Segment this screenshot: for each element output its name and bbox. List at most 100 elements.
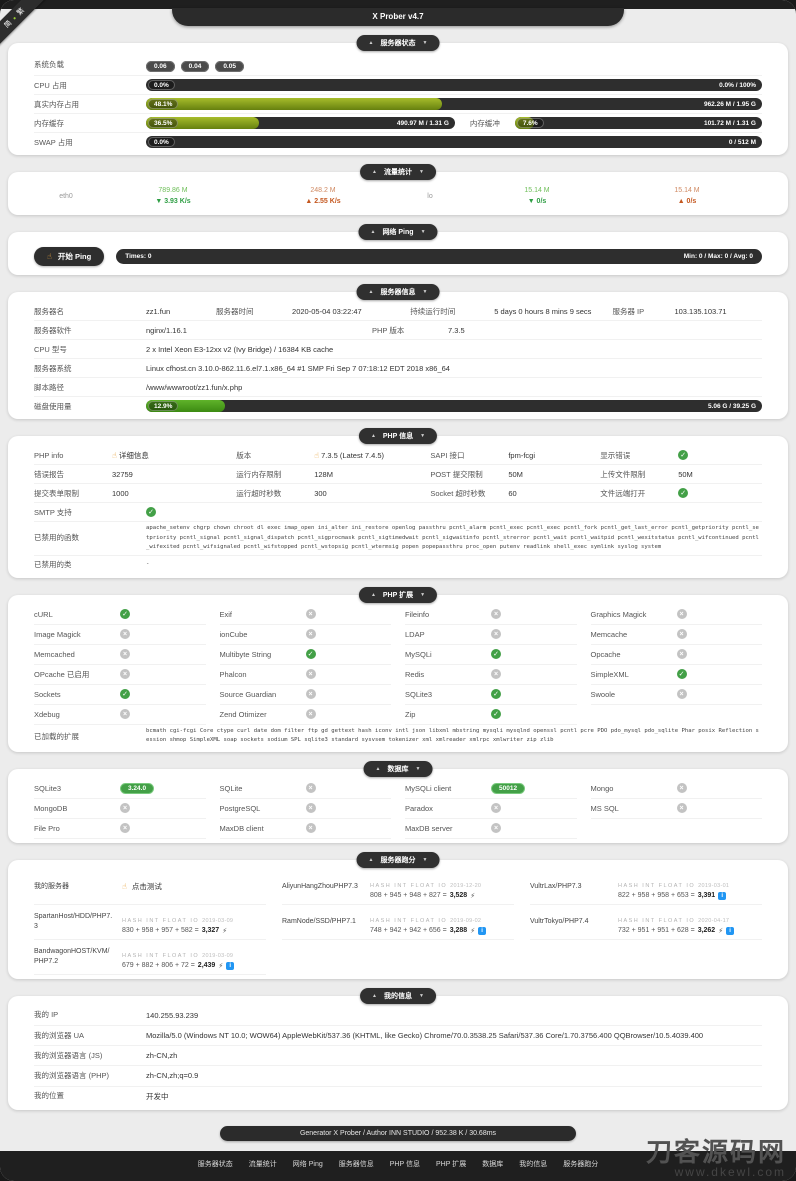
start-ping-button[interactable]: ☝ 开始 Ping xyxy=(34,247,105,266)
server-time-label: 服务器时间 xyxy=(216,306,254,316)
info-badge-icon[interactable]: i xyxy=(718,891,727,900)
footer-nav-link[interactable]: 服务器状态 xyxy=(197,1160,233,1168)
my-info-value: 开发中 xyxy=(146,1091,169,1101)
load-badge: 0.04 xyxy=(180,61,210,72)
extension-status-icon xyxy=(676,629,687,639)
cpu-row: CPU 占用 0.0% 0.0% / 100% xyxy=(34,76,762,95)
section-pill-traffic[interactable]: ▲ 流量统计 ▼ xyxy=(360,164,436,180)
swap-label: SWAP 占用 xyxy=(34,137,73,147)
my-info-row: 我的 IP 140.255.93.239 xyxy=(34,1006,762,1026)
detail-link-icon[interactable]: ⚡ xyxy=(470,892,476,900)
collapse-up-icon: ▲ xyxy=(372,992,377,999)
php-info-value[interactable]: 60 xyxy=(508,488,517,498)
collapse-down-icon: ▼ xyxy=(422,289,428,295)
database-item: MySQLi client 50012 xyxy=(405,779,577,799)
benchmark-date: 2019-03-09 xyxy=(202,952,234,959)
extension-item: LDAP xyxy=(405,625,577,645)
footer-nav-link[interactable]: 数据库 xyxy=(482,1160,504,1168)
info-badge-icon[interactable]: i xyxy=(478,926,487,935)
extension-item: Source Guardian xyxy=(219,685,391,705)
extension-status-icon xyxy=(120,709,130,719)
section-databases: ▲ 数据库 ▼ SQLite3 3.24.0 SQLite MySQLi cl xyxy=(8,760,788,843)
extension-item: Phalcon xyxy=(219,665,391,685)
section-pill-ping[interactable]: ▲ 网络 Ping ▼ xyxy=(358,224,438,240)
disabled-functions-list: apache_setenv chgrp chown chroot dl exec… xyxy=(146,525,759,550)
extension-name: Swoole xyxy=(590,689,616,699)
database-item: SQLite3 3.24.0 xyxy=(34,779,206,799)
footer-nav-link[interactable]: PHP 扩展 xyxy=(435,1160,467,1168)
extension-name: Zip xyxy=(405,709,416,719)
php-info-label: 上传文件限制 xyxy=(600,469,646,479)
smtp-row: SMTP 支持 xyxy=(34,503,762,522)
lang-traditional[interactable]: 繁 xyxy=(16,7,27,18)
rx-speed: ▼ 0/s xyxy=(527,197,547,205)
footer-nav-link[interactable]: 我的信息 xyxy=(519,1160,548,1168)
extension-name: cURL xyxy=(34,609,53,619)
network-item: eth0 789.86 M ▼ 3.93 K/s 248.2 M ▲ 2.55 K/… xyxy=(34,186,398,207)
detail-link-icon[interactable]: ⚡ xyxy=(218,962,224,970)
disk-value: 5.06 G / 39.25 G xyxy=(707,402,756,410)
extension-status-icon xyxy=(491,609,501,619)
benchmark-result: HASH INT FLOAT IO 2019-12-20 808 + 945 + … xyxy=(370,874,481,900)
php-info-value[interactable]: fpm-fcgi xyxy=(508,450,536,460)
extension-item: Multibyte String xyxy=(219,645,391,665)
php-info-value[interactable]: 128M xyxy=(314,469,333,479)
section-title: 流量统计 xyxy=(384,169,412,176)
footer-nav-link[interactable]: 服务器跑分 xyxy=(563,1160,599,1168)
ping-row: ☝ 开始 Ping Times: 0 Min: 0 / Max: 0 / Avg… xyxy=(34,242,762,271)
buffer-usage-bar: 7.6% 101.72 M / 1.31 G xyxy=(514,117,762,129)
run-benchmark-link[interactable]: ☝ 点击测试 xyxy=(122,881,162,892)
collapse-up-icon: ▲ xyxy=(368,289,374,295)
collapse-down-icon: ▼ xyxy=(419,169,424,175)
section-pill-my-info[interactable]: ▲ 我的信息 ▼ xyxy=(360,987,436,1004)
extension-name: Redis xyxy=(405,669,425,679)
info-badge-icon[interactable]: i xyxy=(726,926,735,935)
lang-simplified[interactable]: 简 xyxy=(3,19,14,30)
section-pill-php-extensions[interactable]: ▲ PHP 扩展 ▼ xyxy=(358,586,438,603)
cpu-model: 2 x Intel Xeon E3-12xx v2 (Ivy Bridge) /… xyxy=(146,344,334,354)
php-info-value[interactable]: 50M xyxy=(678,469,693,479)
extension-status-icon xyxy=(305,609,316,619)
php-info-value[interactable]: 7.3.5 (Latest 7.4.5) xyxy=(321,450,385,460)
footer-nav-link[interactable]: PHP 信息 xyxy=(389,1160,420,1168)
footer-nav-link[interactable]: 网络 Ping xyxy=(292,1160,323,1168)
check-icon xyxy=(146,507,156,517)
footer-nav-link[interactable]: 服务器信息 xyxy=(338,1160,374,1168)
my-info-label: 我的浏览器语言 (JS) xyxy=(34,1050,103,1060)
section-benchmark: ▲ 服务器跑分 ▼ 我的服务器 ☝ 点击测试 AliyunHangZhouPHP… xyxy=(8,851,788,979)
info-badge-icon[interactable]: i xyxy=(226,961,235,970)
detail-link-icon[interactable]: ⚡ xyxy=(470,927,476,935)
extension-status-icon xyxy=(120,669,130,679)
extension-item: Memcache xyxy=(590,625,762,645)
database-name: Paradox xyxy=(405,803,433,813)
database-status-icon xyxy=(676,803,687,813)
php-info-value[interactable]: 1000 xyxy=(112,488,129,498)
my-server-benchmark: 我的服务器 ☝ 点击测试 xyxy=(34,870,266,905)
extension-item: ionCube xyxy=(219,625,391,645)
load-label: 系统负载 xyxy=(34,59,64,69)
benchmark-total: 3,391 xyxy=(697,892,716,899)
php-info-value[interactable]: 32759 xyxy=(112,469,133,479)
detail-link-icon[interactable]: ⚡ xyxy=(222,927,228,935)
benchmark-header: HASH INT FLOAT IO xyxy=(370,917,448,924)
cache-usage-bar: 36.5% 490.97 M / 1.31 G xyxy=(146,117,455,129)
cache-label: 内存缓存 xyxy=(34,118,64,128)
buffer-label: 内存缓冲 xyxy=(469,118,500,128)
os-row: 服务器系统 Linux cfhost.cn 3.10.0-862.11.6.el… xyxy=(34,359,762,378)
extension-status-icon xyxy=(491,649,501,659)
footer-nav-link[interactable]: 流量统计 xyxy=(248,1160,277,1168)
php-info-value[interactable]: 300 xyxy=(314,488,327,498)
detail-link-icon[interactable]: ⚡ xyxy=(718,927,724,935)
php-info-value[interactable]: 详细信息 xyxy=(118,450,149,460)
section-pill-server-status[interactable]: ▲ 服务器状态 ▼ xyxy=(356,35,440,51)
php-info-value[interactable]: 50M xyxy=(508,469,523,479)
section-pill-php-info[interactable]: ▲ PHP 信息 ▼ xyxy=(358,428,438,444)
section-pill-databases[interactable]: ▲ 数据库 ▼ xyxy=(363,760,433,777)
section-title: 网络 Ping xyxy=(382,229,414,236)
section-pill-benchmark[interactable]: ▲ 服务器跑分 ▼ xyxy=(356,851,440,868)
section-pill-server-info[interactable]: ▲ 服务器信息 ▼ xyxy=(356,284,440,300)
benchmark-formula: 822 + 958 + 958 + 653 = xyxy=(618,892,695,899)
extension-item: Sockets xyxy=(34,685,206,705)
server-ip-label: 服务器 IP xyxy=(612,306,645,316)
section-title: 服务器信息 xyxy=(380,289,416,296)
